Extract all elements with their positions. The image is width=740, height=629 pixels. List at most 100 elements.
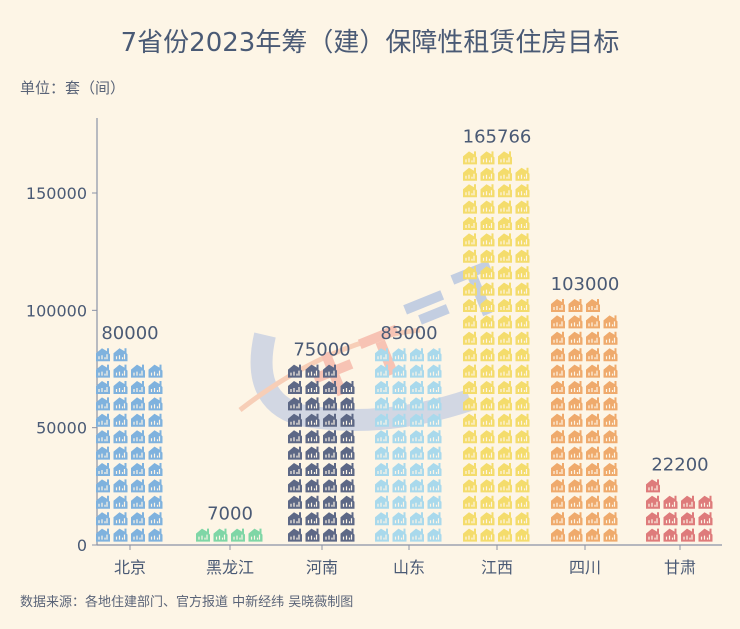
house-icon <box>551 348 565 362</box>
house-icon <box>248 528 263 542</box>
house-icon <box>427 528 442 542</box>
house-icon <box>323 479 337 493</box>
source-note: 数据来源：各地住建部门、官方报道 中新经纬 吴晓薇制图 <box>20 595 354 610</box>
house-icon <box>681 512 695 526</box>
house-icon <box>131 381 145 394</box>
house-icon <box>375 446 389 460</box>
house-icon <box>148 430 163 444</box>
house-icon <box>463 479 477 493</box>
house-icon <box>498 381 512 394</box>
house-icon <box>340 430 355 444</box>
house-icon <box>551 528 565 542</box>
house-icon <box>515 233 530 247</box>
data-label: 75000 <box>293 340 350 361</box>
house-icon <box>427 495 442 509</box>
house-icon <box>498 200 512 214</box>
house-icon <box>480 381 495 394</box>
house-icon <box>96 364 110 378</box>
house-icon <box>603 331 618 345</box>
house-icon <box>480 397 495 411</box>
house-icon <box>96 430 110 444</box>
data-label: 165766 <box>463 126 532 147</box>
house-icon <box>480 364 495 378</box>
house-icon <box>340 479 355 493</box>
x-tick-label: 甘肃 <box>664 558 696 577</box>
house-icon <box>480 200 495 214</box>
house-icon <box>646 479 660 493</box>
house-icon <box>305 430 320 444</box>
house-icon <box>410 479 424 493</box>
house-icon <box>375 528 389 542</box>
house-icon <box>515 331 530 345</box>
bar-四川 <box>551 299 618 542</box>
house-icon <box>410 348 424 362</box>
house-icon <box>586 315 600 329</box>
house-icon <box>480 512 495 526</box>
house-icon <box>463 495 477 509</box>
house-icon <box>288 430 302 444</box>
house-icon <box>96 413 110 427</box>
house-icon <box>392 348 407 362</box>
house-icon <box>551 463 565 476</box>
house-icon <box>586 430 600 444</box>
data-label: 83000 <box>380 323 437 344</box>
house-icon <box>131 528 145 542</box>
house-icon <box>113 430 128 444</box>
data-label: 103000 <box>551 274 620 295</box>
house-icon <box>663 495 678 509</box>
house-icon <box>131 430 145 444</box>
house-icon <box>463 528 477 542</box>
house-icon <box>340 413 355 427</box>
house-icon <box>480 430 495 444</box>
house-icon <box>498 299 512 312</box>
bar-北京 <box>96 348 163 542</box>
x-tick-label: 北京 <box>114 558 146 577</box>
house-icon <box>392 364 407 378</box>
house-icon <box>113 348 128 362</box>
house-icon <box>586 331 600 345</box>
house-icon <box>392 397 407 411</box>
house-icon <box>603 495 618 509</box>
house-icon <box>410 446 424 460</box>
house-icon <box>551 299 565 312</box>
house-icon <box>480 249 495 263</box>
x-tick-label: 江西 <box>481 558 513 577</box>
house-icon <box>427 413 442 427</box>
house-icon <box>498 282 512 296</box>
house-icon <box>463 266 477 280</box>
house-icon <box>323 364 337 378</box>
house-icon <box>681 528 695 542</box>
house-icon <box>113 512 128 526</box>
house-icon <box>148 463 163 476</box>
house-icon <box>480 184 495 198</box>
house-icon <box>323 512 337 526</box>
house-icon <box>323 463 337 476</box>
data-label: 22200 <box>651 454 708 475</box>
house-icon <box>551 381 565 394</box>
house-icon <box>392 528 407 542</box>
house-icon <box>480 479 495 493</box>
house-icon <box>131 397 145 411</box>
house-icon <box>96 446 110 460</box>
house-icon <box>305 479 320 493</box>
house-icon <box>586 528 600 542</box>
house-icon <box>148 479 163 493</box>
house-icon <box>568 495 583 509</box>
house-icon <box>288 446 302 460</box>
house-icon <box>427 430 442 444</box>
house-icon <box>498 266 512 280</box>
house-icon <box>586 512 600 526</box>
house-icon <box>96 381 110 394</box>
house-icon <box>96 479 110 493</box>
house-icon <box>498 233 512 247</box>
data-label: 80000 <box>101 323 158 344</box>
x-tick-label: 河南 <box>306 558 338 577</box>
house-icon <box>131 512 145 526</box>
house-icon <box>392 512 407 526</box>
house-icon <box>515 479 530 493</box>
house-icon <box>392 430 407 444</box>
house-icon <box>551 446 565 460</box>
house-icon <box>113 495 128 509</box>
y-tick-label: 50000 <box>36 419 87 438</box>
house-icon <box>646 495 660 509</box>
